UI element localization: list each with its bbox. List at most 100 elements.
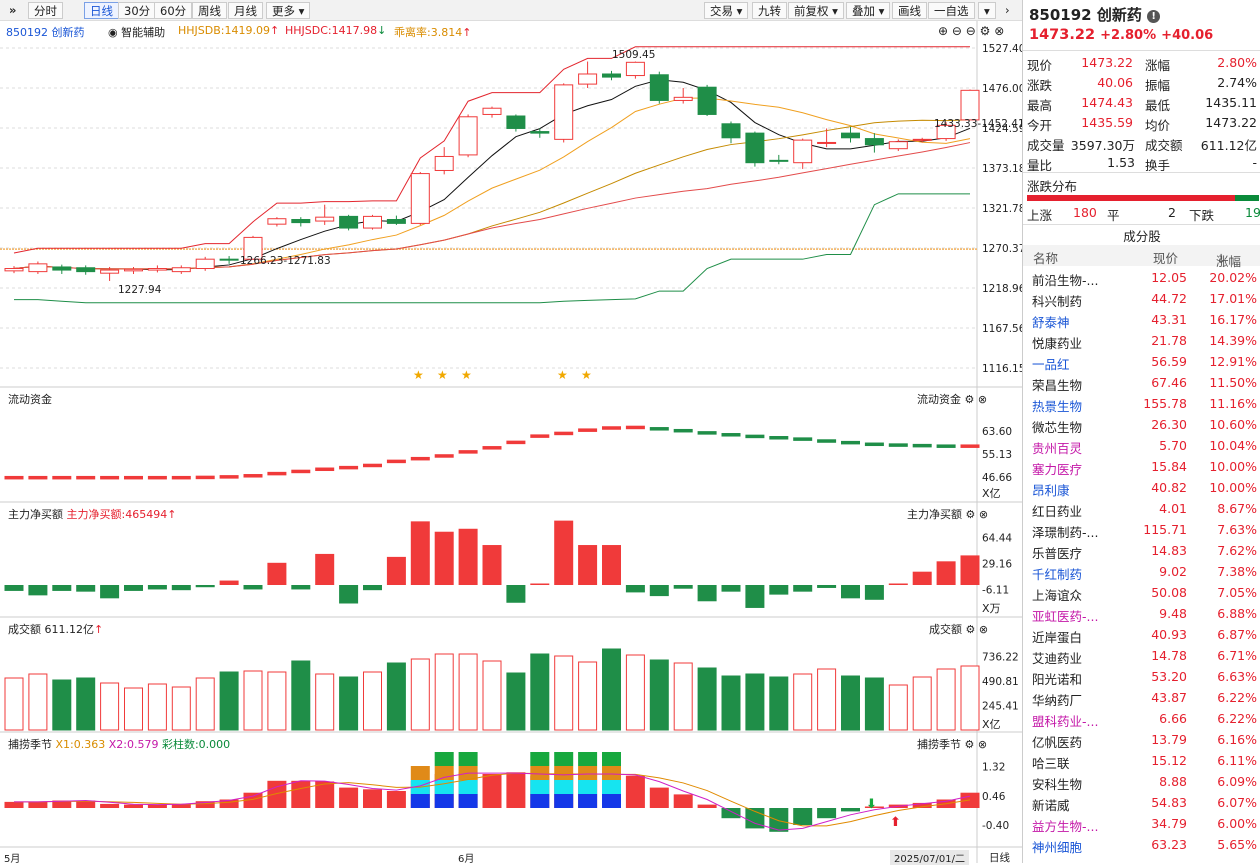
settings-icon[interactable]: ⚙ xyxy=(964,738,975,751)
season-bar xyxy=(147,804,167,808)
flow-bar xyxy=(195,475,215,480)
stock-row[interactable]: 安科生物 8.88 6.09% xyxy=(1023,771,1260,792)
tab-more[interactable]: 更多 ▾ xyxy=(266,2,311,19)
stock-row[interactable]: 盟科药业-... 6.66 6.22% xyxy=(1023,708,1260,729)
watchlist-dropdown-icon[interactable]: ▾ xyxy=(978,2,996,19)
down-arrow-icon: ↓ xyxy=(377,24,387,37)
settings-icon[interactable]: ⚙ xyxy=(965,508,976,521)
volume-bar xyxy=(912,676,932,731)
stock-row[interactable]: 乐普医疗 14.83 7.62% xyxy=(1023,540,1260,561)
close-icon[interactable]: ⊗ xyxy=(978,508,989,521)
stock-row[interactable]: 新诺威 54.83 6.07% xyxy=(1023,792,1260,813)
close-icon[interactable]: ⊗ xyxy=(977,738,988,751)
overlay-button[interactable]: 叠加 ▾ xyxy=(846,2,891,19)
stock-row[interactable]: 贵州百灵 5.70 10.04% xyxy=(1023,435,1260,456)
draw-button[interactable]: 画线 xyxy=(892,2,927,19)
tab-60min[interactable]: 60分 xyxy=(154,2,193,19)
net-bar xyxy=(482,545,502,585)
distribution-bar xyxy=(1027,195,1259,201)
zoom-in-icon[interactable]: ⊕ xyxy=(938,24,949,38)
stock-row[interactable]: 华纳药厂 43.87 6.22% xyxy=(1023,687,1260,708)
zoom-out-icon[interactable]: ⊖ xyxy=(951,24,962,38)
tab-30min[interactable]: 30分 xyxy=(118,2,157,19)
settings-icon[interactable]: ⚙ xyxy=(965,623,976,636)
close-icon[interactable]: ⊗ xyxy=(977,393,988,406)
stock-row[interactable]: 荣昌生物 67.46 11.50% xyxy=(1023,372,1260,393)
candle-body xyxy=(124,268,143,272)
tab-intraday[interactable]: 分时 xyxy=(28,2,63,19)
settings-icon[interactable]: ⚙ xyxy=(979,24,991,38)
stock-row[interactable]: 悦康药业 21.78 14.39% xyxy=(1023,330,1260,351)
stock-row[interactable]: 红日药业 4.01 8.67% xyxy=(1023,498,1260,519)
col-name[interactable]: 名称 xyxy=(1033,251,1059,266)
minimize-icon[interactable]: ⊖ xyxy=(965,24,976,38)
stock-pct: 11.16% xyxy=(1209,396,1257,411)
stock-row[interactable]: 热景生物 155.78 11.16% xyxy=(1023,393,1260,414)
sort-desc-icon: ↓ xyxy=(1216,251,1227,266)
info-icon[interactable]: ! xyxy=(1147,10,1161,23)
stock-row[interactable]: 益方生物-... 34.79 6.00% xyxy=(1023,813,1260,834)
net-bar xyxy=(363,585,382,591)
candle-body xyxy=(554,84,574,140)
stock-row[interactable]: 舒泰神 43.31 16.17% xyxy=(1023,309,1260,330)
close-icon[interactable]: ⊗ xyxy=(978,623,989,636)
stock-row[interactable]: 微芯生物 26.30 10.60% xyxy=(1023,414,1260,435)
volume-bar xyxy=(793,673,813,731)
adjust-button[interactable]: 前复权 ▾ xyxy=(788,2,844,19)
season-cyan-block xyxy=(530,780,550,794)
stock-price: 155.78 xyxy=(1143,396,1187,411)
stock-row[interactable]: 哈三联 15.12 6.11% xyxy=(1023,750,1260,771)
candle-body xyxy=(697,86,717,115)
stock-row[interactable]: 塞力医疗 15.84 10.00% xyxy=(1023,456,1260,477)
stock-row[interactable]: 一品红 56.59 12.91% xyxy=(1023,351,1260,372)
menu-toggle-icon[interactable]: » xyxy=(9,3,17,17)
collapse-panel-icon[interactable]: › xyxy=(1005,3,1010,17)
net-bar xyxy=(960,555,980,585)
nine-turn-button[interactable]: 九转 xyxy=(752,2,787,19)
net-bar xyxy=(578,545,598,585)
candle-body xyxy=(171,267,191,273)
flow-bar xyxy=(625,425,645,430)
stock-name: 盟科药业-... xyxy=(1032,714,1099,729)
close-icon[interactable]: ⊗ xyxy=(994,24,1005,38)
volume-bar xyxy=(602,648,621,731)
period-label[interactable]: 日线 xyxy=(989,852,1010,864)
stock-row[interactable]: 神州细胞 63.23 5.65% xyxy=(1023,834,1260,855)
tab-monthly[interactable]: 月线 xyxy=(228,2,263,19)
season-bar xyxy=(506,772,526,808)
overlay-label: 叠加 xyxy=(852,4,875,18)
volume-bar xyxy=(219,671,239,731)
stock-row[interactable]: 阳光诺和 53.20 6.63% xyxy=(1023,666,1260,687)
stock-row[interactable]: 昂利康 40.82 10.00% xyxy=(1023,477,1260,498)
quote-value: 2.80% xyxy=(1217,55,1257,70)
smart-assist-toggle[interactable]: ◉ 智能辅助 xyxy=(108,24,165,40)
stock-row[interactable]: 千红制药 9.02 7.38% xyxy=(1023,561,1260,582)
stock-row[interactable]: 近岸蛋白 40.93 6.87% xyxy=(1023,624,1260,645)
quote-label: 量比 xyxy=(1027,158,1053,173)
watchlist-button[interactable]: 一自选 xyxy=(928,2,975,19)
stock-row[interactable]: 上海谊众 50.08 7.05% xyxy=(1023,582,1260,603)
settings-icon[interactable]: ⚙ xyxy=(964,393,975,406)
distribution-up-fill xyxy=(1027,195,1235,201)
stock-row[interactable]: 艾迪药业 14.78 6.71% xyxy=(1023,645,1260,666)
stock-row[interactable]: 泽璟制药-... 115.71 7.63% xyxy=(1023,519,1260,540)
stock-name: 神州细胞 xyxy=(1032,840,1083,855)
chart-code-name: 850192 创新药 xyxy=(6,26,85,39)
stock-pct: 12.91% xyxy=(1209,354,1257,369)
stock-row[interactable]: 亚虹医药-... 9.48 6.88% xyxy=(1023,603,1260,624)
stock-row[interactable]: 亿帆医药 13.79 6.16% xyxy=(1023,729,1260,750)
stock-row[interactable]: 前沿生物-... 12.05 20.02% xyxy=(1023,267,1260,288)
tab-weekly[interactable]: 周线 xyxy=(192,2,227,19)
flow-bar xyxy=(506,440,526,445)
hhjsdc-text: HHJSDC:1417.98 xyxy=(285,24,378,37)
volume-bar xyxy=(28,673,48,731)
col-price[interactable]: 现价 xyxy=(1153,251,1179,266)
quote-row: 现价 1473.22 涨幅 2.80% xyxy=(1023,53,1260,73)
stock-row[interactable]: 科兴制药 44.72 17.01% xyxy=(1023,288,1260,309)
trade-button[interactable]: 交易 ▾ xyxy=(704,2,749,19)
volume-bar xyxy=(817,668,837,731)
candle-body xyxy=(410,173,430,224)
chart-canvas[interactable]: ⬇⬆ 1527.401476.001424.591373.181321.7812… xyxy=(0,21,1022,863)
tab-daily[interactable]: 日线 xyxy=(84,2,119,19)
season-orange-block xyxy=(602,766,621,780)
